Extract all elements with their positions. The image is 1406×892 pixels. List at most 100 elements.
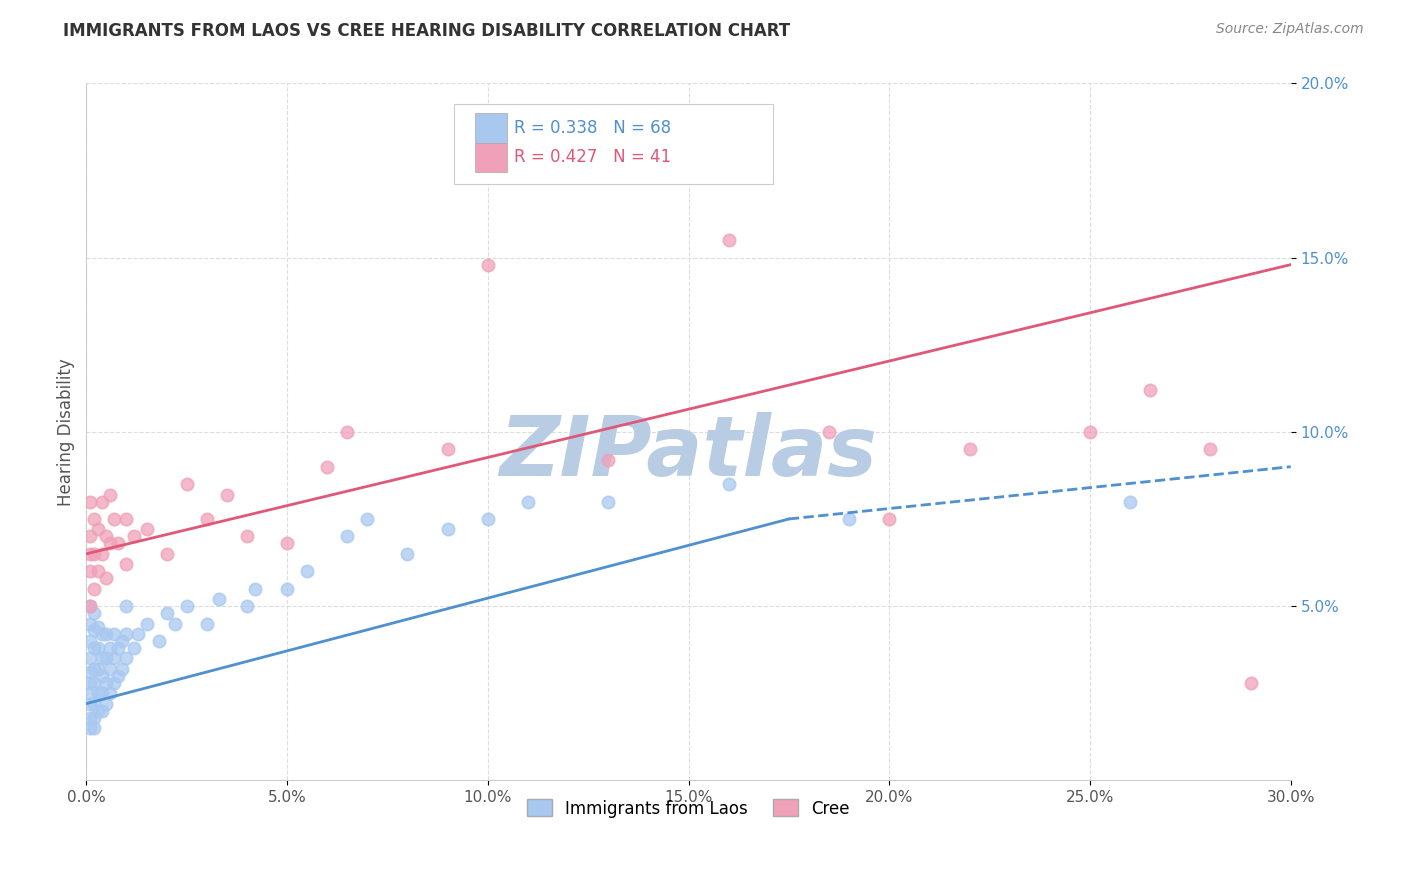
- Point: [91, 704, 114, 718]
- Point: [96, 651, 118, 665]
- Point: [111, 634, 134, 648]
- Point: [598, 452, 620, 467]
- Point: [877, 512, 900, 526]
- Point: [1139, 383, 1161, 397]
- Point: [717, 233, 740, 247]
- Point: [83, 640, 105, 655]
- Point: [79, 710, 101, 724]
- Point: [83, 582, 105, 596]
- Point: [838, 512, 860, 526]
- Legend: Immigrants from Laos, Cree: Immigrants from Laos, Cree: [520, 793, 856, 824]
- Point: [336, 425, 359, 439]
- Point: [79, 665, 101, 680]
- Point: [195, 616, 218, 631]
- Point: [135, 616, 157, 631]
- Point: [155, 606, 177, 620]
- Point: [236, 529, 259, 543]
- Point: [87, 620, 110, 634]
- FancyBboxPatch shape: [475, 143, 506, 172]
- Point: [96, 697, 118, 711]
- Point: [598, 494, 620, 508]
- Point: [124, 529, 146, 543]
- Point: [79, 599, 101, 613]
- Point: [107, 536, 129, 550]
- Point: [100, 487, 122, 501]
- Point: [87, 640, 110, 655]
- Point: [163, 616, 186, 631]
- Point: [115, 627, 138, 641]
- Point: [818, 425, 841, 439]
- Point: [103, 675, 125, 690]
- Point: [91, 669, 114, 683]
- Point: [107, 640, 129, 655]
- Point: [91, 651, 114, 665]
- Point: [107, 669, 129, 683]
- Point: [100, 536, 122, 550]
- Point: [396, 547, 419, 561]
- Point: [436, 523, 458, 537]
- Point: [79, 697, 101, 711]
- Point: [87, 564, 110, 578]
- Point: [176, 599, 198, 613]
- Text: R = 0.338   N = 68: R = 0.338 N = 68: [513, 119, 671, 137]
- Point: [79, 599, 101, 613]
- Point: [336, 529, 359, 543]
- Text: R = 0.427   N = 41: R = 0.427 N = 41: [513, 148, 671, 166]
- Point: [79, 494, 101, 508]
- Point: [436, 442, 458, 457]
- Point: [91, 627, 114, 641]
- Point: [243, 582, 266, 596]
- Point: [124, 640, 146, 655]
- Point: [79, 529, 101, 543]
- FancyBboxPatch shape: [454, 104, 773, 185]
- Point: [96, 675, 118, 690]
- Point: [103, 627, 125, 641]
- Point: [148, 634, 170, 648]
- Point: [176, 477, 198, 491]
- Point: [295, 564, 318, 578]
- Point: [79, 634, 101, 648]
- Point: [115, 599, 138, 613]
- Point: [83, 662, 105, 676]
- Point: [87, 662, 110, 676]
- Point: [115, 651, 138, 665]
- Point: [83, 675, 105, 690]
- Point: [516, 494, 538, 508]
- Point: [87, 523, 110, 537]
- Point: [115, 512, 138, 526]
- Point: [87, 704, 110, 718]
- Point: [103, 651, 125, 665]
- Point: [276, 536, 298, 550]
- Point: [100, 640, 122, 655]
- Point: [83, 624, 105, 638]
- Point: [79, 721, 101, 735]
- Point: [1119, 494, 1142, 508]
- Point: [717, 477, 740, 491]
- Point: [127, 627, 149, 641]
- Point: [111, 662, 134, 676]
- Point: [1199, 442, 1222, 457]
- Point: [316, 459, 339, 474]
- Point: [115, 558, 138, 572]
- Point: [1239, 675, 1261, 690]
- Point: [1078, 425, 1101, 439]
- Point: [96, 529, 118, 543]
- FancyBboxPatch shape: [475, 113, 506, 143]
- Point: [477, 258, 499, 272]
- Point: [79, 686, 101, 700]
- Point: [91, 494, 114, 508]
- Point: [79, 675, 101, 690]
- Point: [79, 616, 101, 631]
- Point: [100, 662, 122, 676]
- Point: [79, 564, 101, 578]
- Point: [87, 686, 110, 700]
- Point: [83, 710, 105, 724]
- Y-axis label: Hearing Disability: Hearing Disability: [58, 358, 75, 506]
- Point: [477, 512, 499, 526]
- Point: [79, 651, 101, 665]
- Point: [83, 512, 105, 526]
- Point: [96, 627, 118, 641]
- Text: Source: ZipAtlas.com: Source: ZipAtlas.com: [1216, 22, 1364, 37]
- Point: [91, 686, 114, 700]
- Text: ZIPatlas: ZIPatlas: [499, 412, 877, 493]
